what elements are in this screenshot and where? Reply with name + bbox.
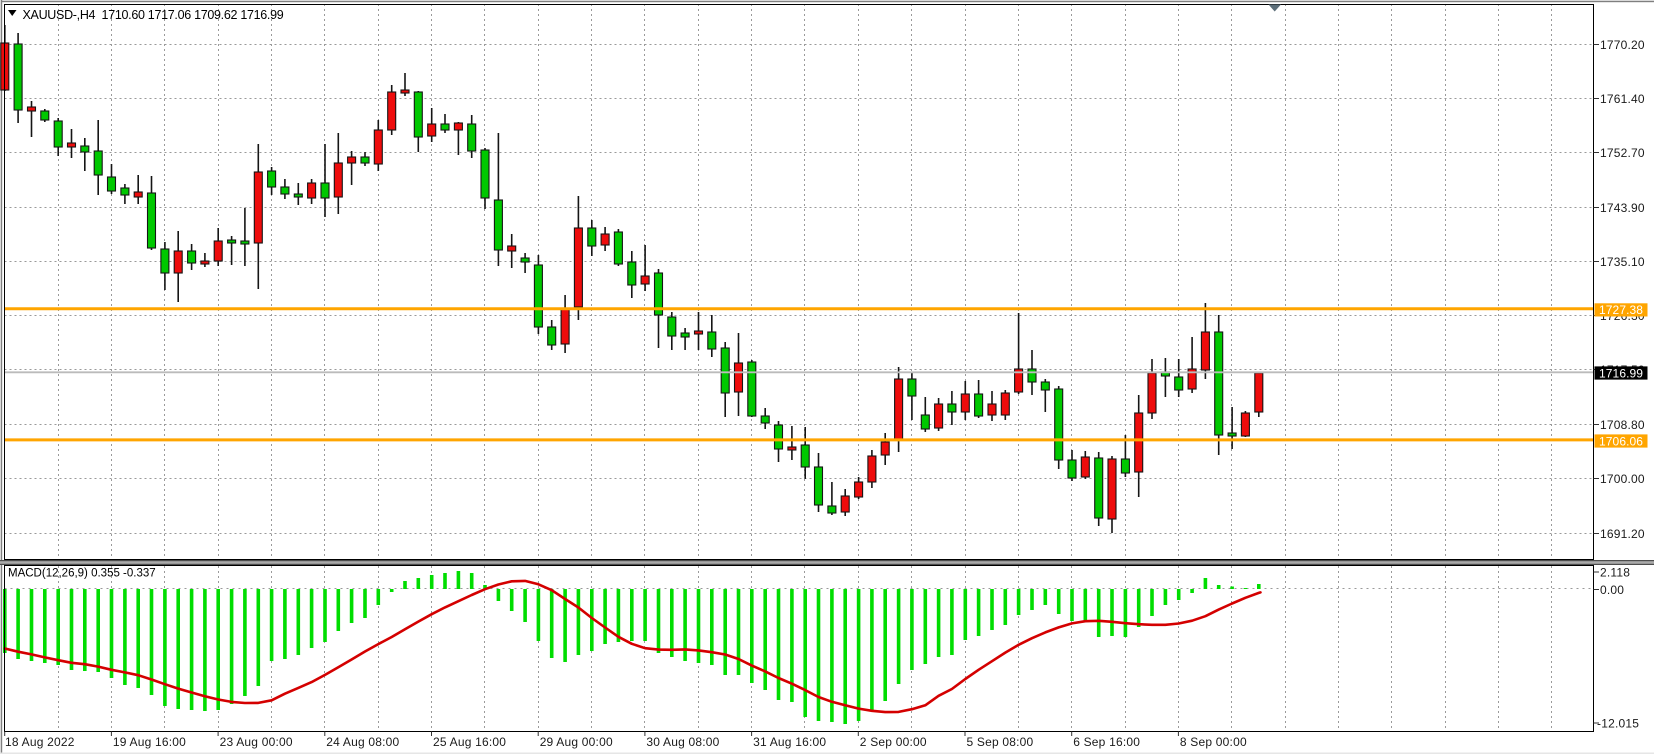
svg-text:1700.00: 1700.00 <box>1600 472 1645 486</box>
svg-text:1716.99: 1716.99 <box>1599 366 1643 380</box>
svg-text:6 Sep 16:00: 6 Sep 16:00 <box>1073 735 1140 749</box>
svg-text:1735.10: 1735.10 <box>1600 255 1645 269</box>
svg-text:5 Sep 08:00: 5 Sep 08:00 <box>967 735 1034 749</box>
svg-text:18 Aug 2022: 18 Aug 2022 <box>5 735 75 749</box>
svg-text:1770.20: 1770.20 <box>1600 38 1645 52</box>
svg-text:MACD(12,26,9) 0.355 -0.337: MACD(12,26,9) 0.355 -0.337 <box>8 568 156 580</box>
svg-text:24 Aug 08:00: 24 Aug 08:00 <box>326 735 399 749</box>
svg-text:1761.40: 1761.40 <box>1600 92 1645 106</box>
svg-text:1743.90: 1743.90 <box>1600 201 1645 215</box>
svg-text:-12.015: -12.015 <box>1597 716 1639 730</box>
svg-text:1708.80: 1708.80 <box>1600 418 1645 432</box>
svg-text:30 Aug 08:00: 30 Aug 08:00 <box>646 735 719 749</box>
svg-text:2.118: 2.118 <box>1600 565 1630 579</box>
svg-text:XAUUSD-,H4 1710.60 1717.06 17: XAUUSD-,H4 1710.60 1717.06 1709.62 1716.… <box>23 8 284 22</box>
svg-text:1727.38: 1727.38 <box>1599 303 1643 317</box>
svg-text:2 Sep 00:00: 2 Sep 00:00 <box>860 735 927 749</box>
svg-text:8 Sep 00:00: 8 Sep 00:00 <box>1180 735 1247 749</box>
svg-text:31 Aug 16:00: 31 Aug 16:00 <box>753 735 826 749</box>
svg-text:1752.70: 1752.70 <box>1600 146 1645 160</box>
svg-text:0.00: 0.00 <box>1600 583 1624 597</box>
svg-text:25 Aug 16:00: 25 Aug 16:00 <box>433 735 506 749</box>
svg-text:23 Aug 00:00: 23 Aug 00:00 <box>220 735 293 749</box>
svg-text:19 Aug 16:00: 19 Aug 16:00 <box>113 735 186 749</box>
svg-text:1691.20: 1691.20 <box>1600 527 1645 541</box>
svg-text:29 Aug 00:00: 29 Aug 00:00 <box>540 735 613 749</box>
svg-text:1706.06: 1706.06 <box>1599 434 1643 448</box>
